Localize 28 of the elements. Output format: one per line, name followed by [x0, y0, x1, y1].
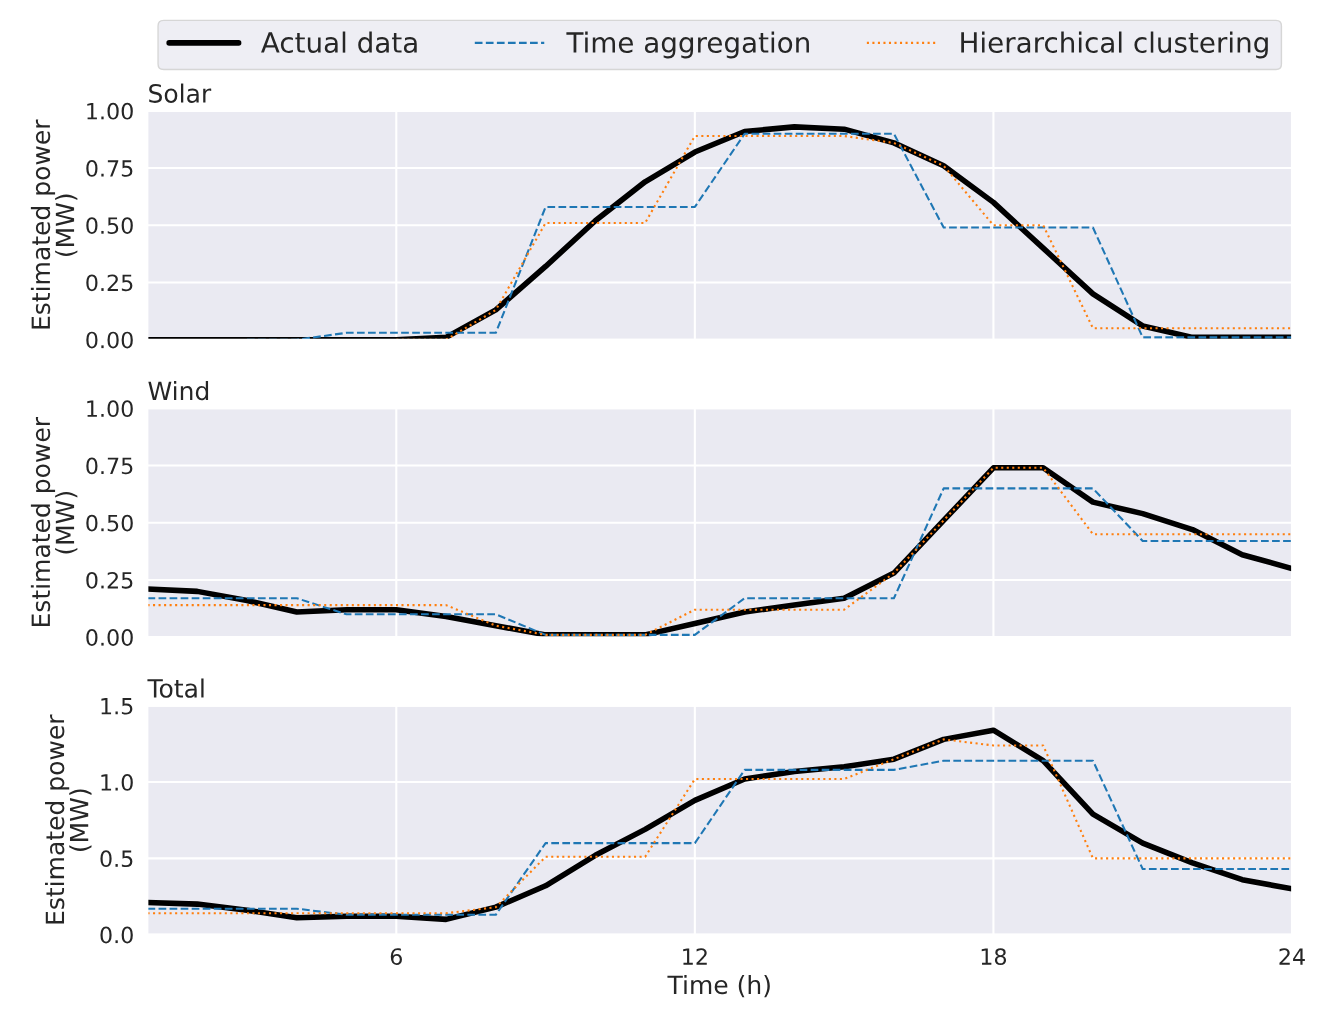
x-tick-label: 18	[981, 948, 1007, 966]
y-tick-label: 0.25	[86, 274, 133, 292]
y-tick-label: 0.75	[86, 160, 133, 177]
legend-label: Time aggregation	[566, 31, 809, 59]
y-tick-label: 1.5	[101, 698, 133, 715]
x-tick-label: 6	[390, 948, 402, 966]
y-tick-label: 0.75	[86, 457, 133, 475]
legend-label: Hierarchical clustering	[961, 31, 1268, 59]
y-tick-label: 0.00	[86, 331, 133, 349]
chart-title: Solar	[149, 83, 212, 103]
x-tick-label: 24	[1279, 948, 1305, 965]
y-axis-title: Estimated power (MW)	[30, 119, 78, 329]
y-tick-label: 0.0	[100, 926, 133, 944]
y-axis-title: Estimated power (MW)	[30, 416, 78, 627]
y-tick-label: 0.25	[86, 571, 133, 589]
y-tick-label: 0.50	[86, 217, 133, 235]
x-tick-label: 12	[683, 948, 707, 965]
x-axis-title: Time (h)	[667, 974, 770, 998]
chart-title: Total	[147, 678, 204, 698]
y-tick-label: 1.0	[101, 774, 133, 791]
legend-label: Actual data	[261, 31, 417, 54]
y-tick-label: 0.00	[86, 629, 133, 646]
y-tick-label: 1.00	[87, 400, 133, 418]
y-tick-label: 0.50	[86, 514, 133, 532]
y-axis-title: Estimated power (MW)	[45, 714, 92, 924]
y-tick-label: 0.5	[100, 850, 133, 868]
chart-title: Wind	[148, 381, 209, 401]
y-tick-label: 1.00	[87, 102, 133, 120]
